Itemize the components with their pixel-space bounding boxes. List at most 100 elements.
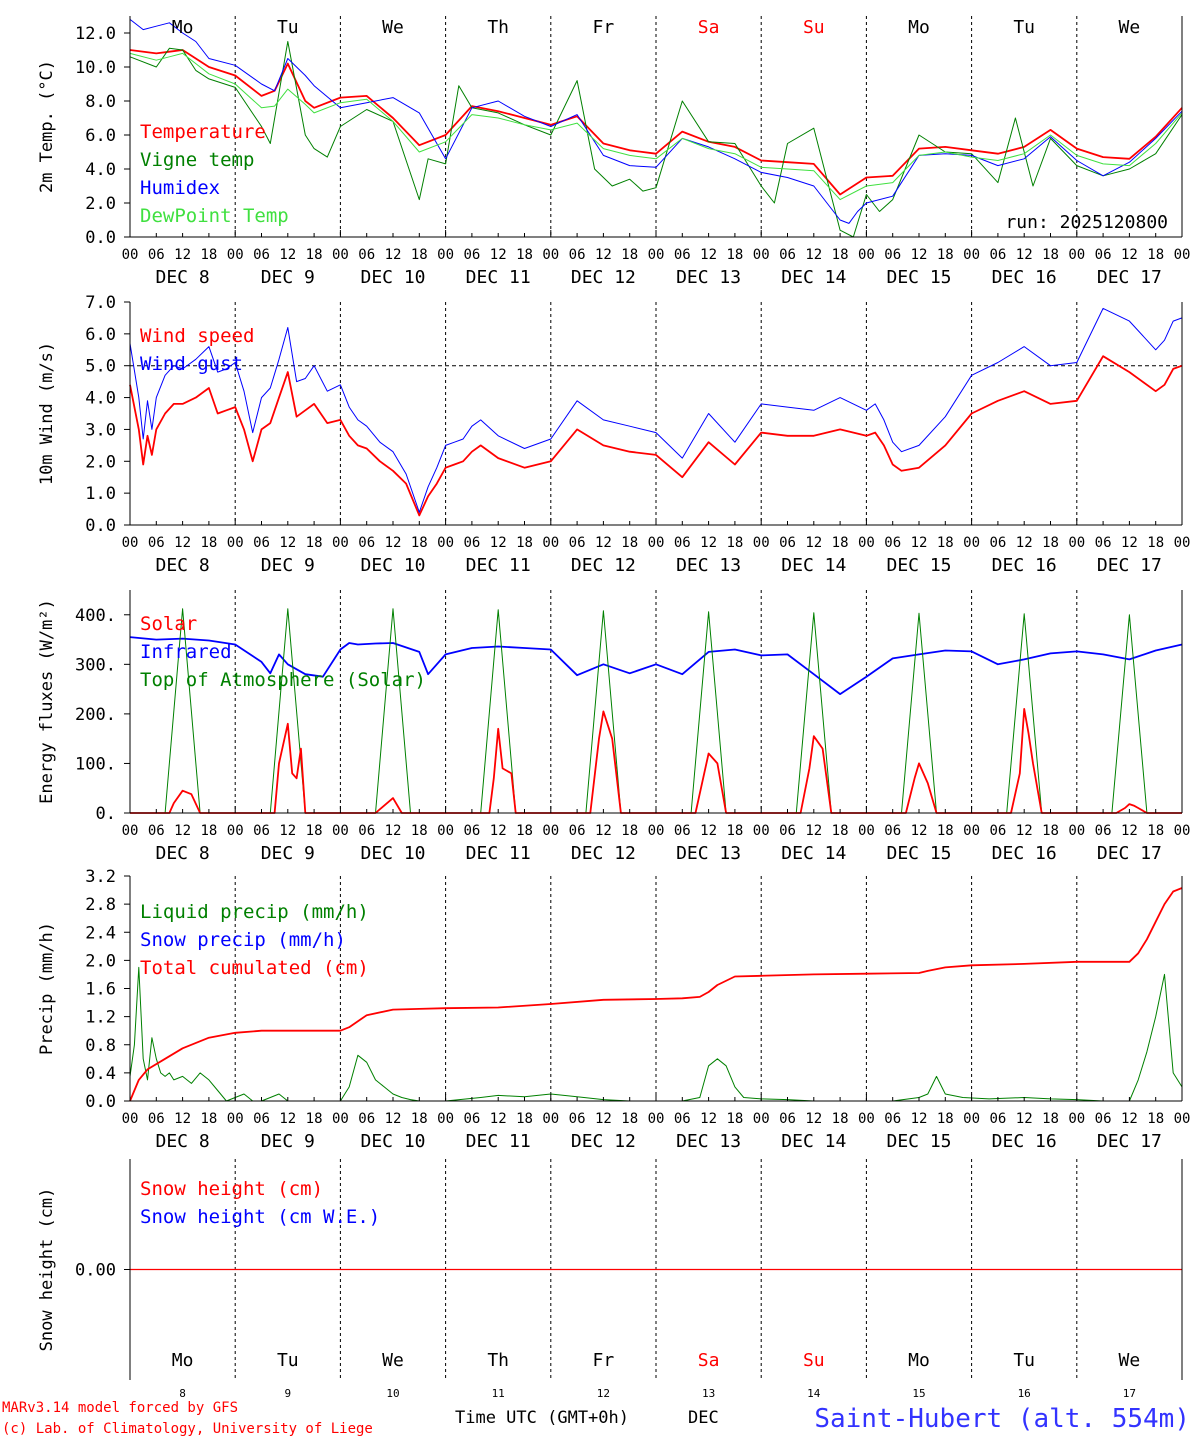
hour-tick-label: 06 xyxy=(358,535,375,551)
panel-precip: 0.0 0.4 0.8 1.2 1.6 2.0 2.4 2.8 3.2 Precip (mm/h)… xyxy=(37,867,1190,1152)
hour-tick-label: 00 xyxy=(437,535,454,551)
legend-entry: Infrared xyxy=(140,641,232,663)
hour-tick-label: 00 xyxy=(332,823,349,839)
hour-tick-label: 12 xyxy=(385,535,402,551)
legend-entry: Wind gust xyxy=(140,353,243,375)
hour-tick-label: 06 xyxy=(569,247,586,263)
panel-energy: 0. 100. 200. 300. 400. Energy fluxes (W/m²) 00… xyxy=(37,590,1190,864)
hour-tick-label: 12 xyxy=(911,247,928,263)
hour-tick-label: 06 xyxy=(463,535,480,551)
legend-entry: Snow height (cm W.E.) xyxy=(140,1206,380,1228)
hour-tick-label: 12 xyxy=(385,823,402,839)
weekday-label: We xyxy=(382,17,404,38)
day-number-label: 13 xyxy=(702,1387,715,1400)
hour-tick-label: 06 xyxy=(779,535,796,551)
hour-tick-label: 00 xyxy=(648,1111,665,1127)
weekday-label: Tu xyxy=(1013,1350,1035,1371)
legend-entry: Snow height (cm) xyxy=(140,1178,323,1200)
hour-tick-label: 00 xyxy=(858,535,875,551)
date-label: DEC 10 xyxy=(360,843,425,864)
hour-tick-label: 06 xyxy=(569,1111,586,1127)
hour-tick-label: 00 xyxy=(122,823,139,839)
day-number-label: 17 xyxy=(1123,1387,1136,1400)
hour-tick-label: 00 xyxy=(648,823,665,839)
y-tick-label: 0.0 xyxy=(85,228,116,248)
hour-tick-label: 18 xyxy=(1147,247,1164,263)
hour-tick-label: 06 xyxy=(463,1111,480,1127)
hour-tick-label: 18 xyxy=(937,823,954,839)
hour-tick-label: 00 xyxy=(332,247,349,263)
hour-tick-label: 06 xyxy=(884,1111,901,1127)
hour-tick-label: 00 xyxy=(1174,247,1191,263)
hour-tick-label: 18 xyxy=(1042,1111,1059,1127)
hour-tick-label: 18 xyxy=(621,823,638,839)
y-axis-title: 2m Temp. (°C) xyxy=(37,60,57,193)
y-tick-label: 4.0 xyxy=(85,389,116,409)
hour-tick-label: 18 xyxy=(411,823,428,839)
hour-tick-label: 18 xyxy=(306,535,323,551)
hour-tick-label: 06 xyxy=(779,1111,796,1127)
y-tick-label: 8.0 xyxy=(85,92,116,112)
day-number-label: 14 xyxy=(807,1387,821,1400)
hour-tick-label: 12 xyxy=(595,823,612,839)
date-label: DEC 11 xyxy=(466,1131,531,1152)
hour-tick-label: 06 xyxy=(989,1111,1006,1127)
station-label: Saint-Hubert (alt. 554m) xyxy=(814,1404,1190,1434)
hour-tick-label: 06 xyxy=(358,1111,375,1127)
hour-tick-label: 00 xyxy=(227,535,244,551)
hour-tick-label: 00 xyxy=(122,535,139,551)
date-label: DEC 10 xyxy=(360,267,425,288)
hour-tick-label: 18 xyxy=(200,823,217,839)
hour-tick-label: 00 xyxy=(1068,1111,1085,1127)
hour-tick-label: 12 xyxy=(700,535,717,551)
hour-tick-label: 06 xyxy=(1095,247,1112,263)
weekday-label: Th xyxy=(487,1350,509,1371)
y-tick-label: 6.0 xyxy=(85,126,116,146)
date-label: DEC 16 xyxy=(992,267,1057,288)
y-tick-label: 2.0 xyxy=(85,951,116,971)
hour-tick-label: 00 xyxy=(963,1111,980,1127)
hour-tick-label: 00 xyxy=(648,535,665,551)
date-label: DEC 12 xyxy=(571,843,636,864)
legend-entry: Vigne temp xyxy=(140,149,254,171)
hour-tick-label: 00 xyxy=(122,1111,139,1127)
hour-tick-label: 18 xyxy=(1042,247,1059,263)
hour-tick-label: 06 xyxy=(253,1111,270,1127)
hour-tick-label: 12 xyxy=(490,1111,507,1127)
hour-tick-label: 18 xyxy=(726,247,743,263)
weekday-label: Sa xyxy=(698,1350,720,1371)
panel-wind: 0.0 1.0 2.0 3.0 4.0 5.0 6.0 7.0 10m Wind (m/s) 00… xyxy=(37,293,1190,576)
hour-tick-label: 12 xyxy=(1016,247,1033,263)
hour-tick-label: 12 xyxy=(174,823,191,839)
date-label: DEC 9 xyxy=(261,843,315,864)
hour-tick-label: 12 xyxy=(174,247,191,263)
hour-tick-label: 06 xyxy=(148,247,165,263)
legend-entry: DewPoint Temp xyxy=(140,205,289,227)
hour-tick-label: 12 xyxy=(595,247,612,263)
weekday-label: Fr xyxy=(593,17,615,38)
hour-tick-label: 00 xyxy=(1068,247,1085,263)
y-tick-label: 2.0 xyxy=(85,194,116,214)
hour-tick-label: 18 xyxy=(726,535,743,551)
hour-tick-label: 00 xyxy=(858,823,875,839)
hour-tick-label: 00 xyxy=(1068,535,1085,551)
date-label: DEC 17 xyxy=(1097,843,1162,864)
weekday-label: We xyxy=(1119,1350,1141,1371)
hour-tick-label: 12 xyxy=(385,247,402,263)
weekday-label: We xyxy=(1119,17,1141,38)
hour-tick-label: 06 xyxy=(779,247,796,263)
weekday-label: Su xyxy=(803,1350,825,1371)
hour-tick-label: 06 xyxy=(463,247,480,263)
hour-tick-label: 12 xyxy=(1121,535,1138,551)
day-number-label: 9 xyxy=(284,1387,291,1400)
hour-tick-label: 18 xyxy=(937,247,954,263)
hour-tick-label: 00 xyxy=(648,247,665,263)
date-label: DEC 8 xyxy=(156,1131,210,1152)
date-label: DEC 8 xyxy=(156,267,210,288)
hour-tick-label: 18 xyxy=(621,535,638,551)
hour-tick-label: 12 xyxy=(700,247,717,263)
y-tick-label: 0. xyxy=(96,804,116,824)
y-tick-label: 0.8 xyxy=(85,1036,116,1056)
series-liquid-precip-mm-h- xyxy=(129,966,1183,1102)
day-number-label: 8 xyxy=(179,1387,186,1400)
